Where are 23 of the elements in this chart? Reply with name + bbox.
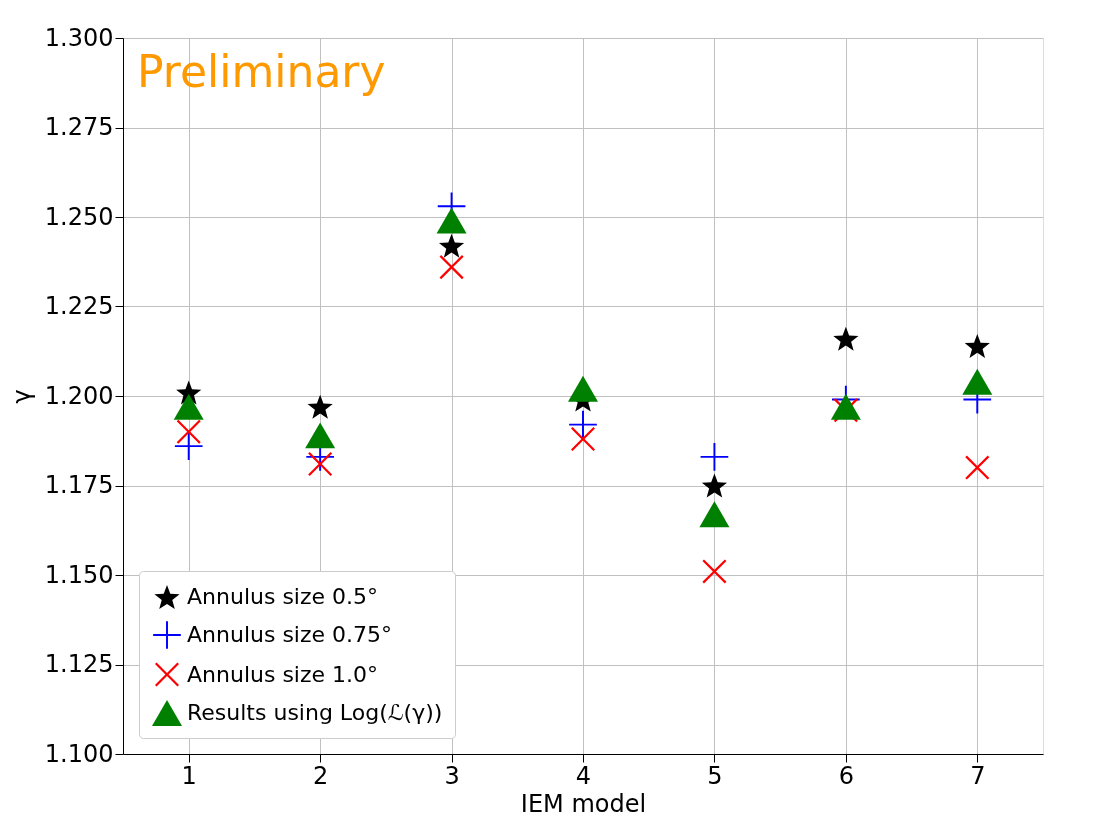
x-tick-label: 2 bbox=[313, 761, 329, 790]
y-tick-label: 1.150 bbox=[44, 560, 114, 589]
x-tick-label: 7 bbox=[970, 761, 986, 790]
x-tick-label: 1 bbox=[181, 761, 197, 790]
y-tick-label: 1.125 bbox=[44, 650, 114, 678]
y-tick-label: 1.200 bbox=[44, 381, 114, 410]
annotation: Preliminary bbox=[137, 46, 386, 97]
y-tick-label: 1.175 bbox=[44, 471, 114, 499]
legend-label: Results using Log(ℒ(γ)) bbox=[187, 700, 443, 725]
x-tick-label: 5 bbox=[707, 761, 723, 790]
x-tick-label: 4 bbox=[575, 761, 592, 790]
y-tick-label: 1.225 bbox=[44, 292, 114, 320]
legend-label: Annulus size 0.5° bbox=[187, 584, 379, 609]
legend-label: Annulus size 1.0° bbox=[187, 661, 379, 687]
y-tick-label: 1.100 bbox=[44, 739, 114, 768]
x-tick-label: 6 bbox=[838, 761, 854, 790]
y-tick-label: 1.300 bbox=[44, 23, 114, 52]
y-tick-label: 1.250 bbox=[44, 202, 114, 231]
y-tick-label: 1.275 bbox=[44, 113, 114, 141]
legend-label: Annulus size 0.75° bbox=[187, 622, 393, 647]
x-axis-title: IEM model bbox=[520, 789, 647, 818]
y-axis-title: γ bbox=[7, 389, 36, 404]
x-tick-label: 3 bbox=[444, 761, 460, 790]
